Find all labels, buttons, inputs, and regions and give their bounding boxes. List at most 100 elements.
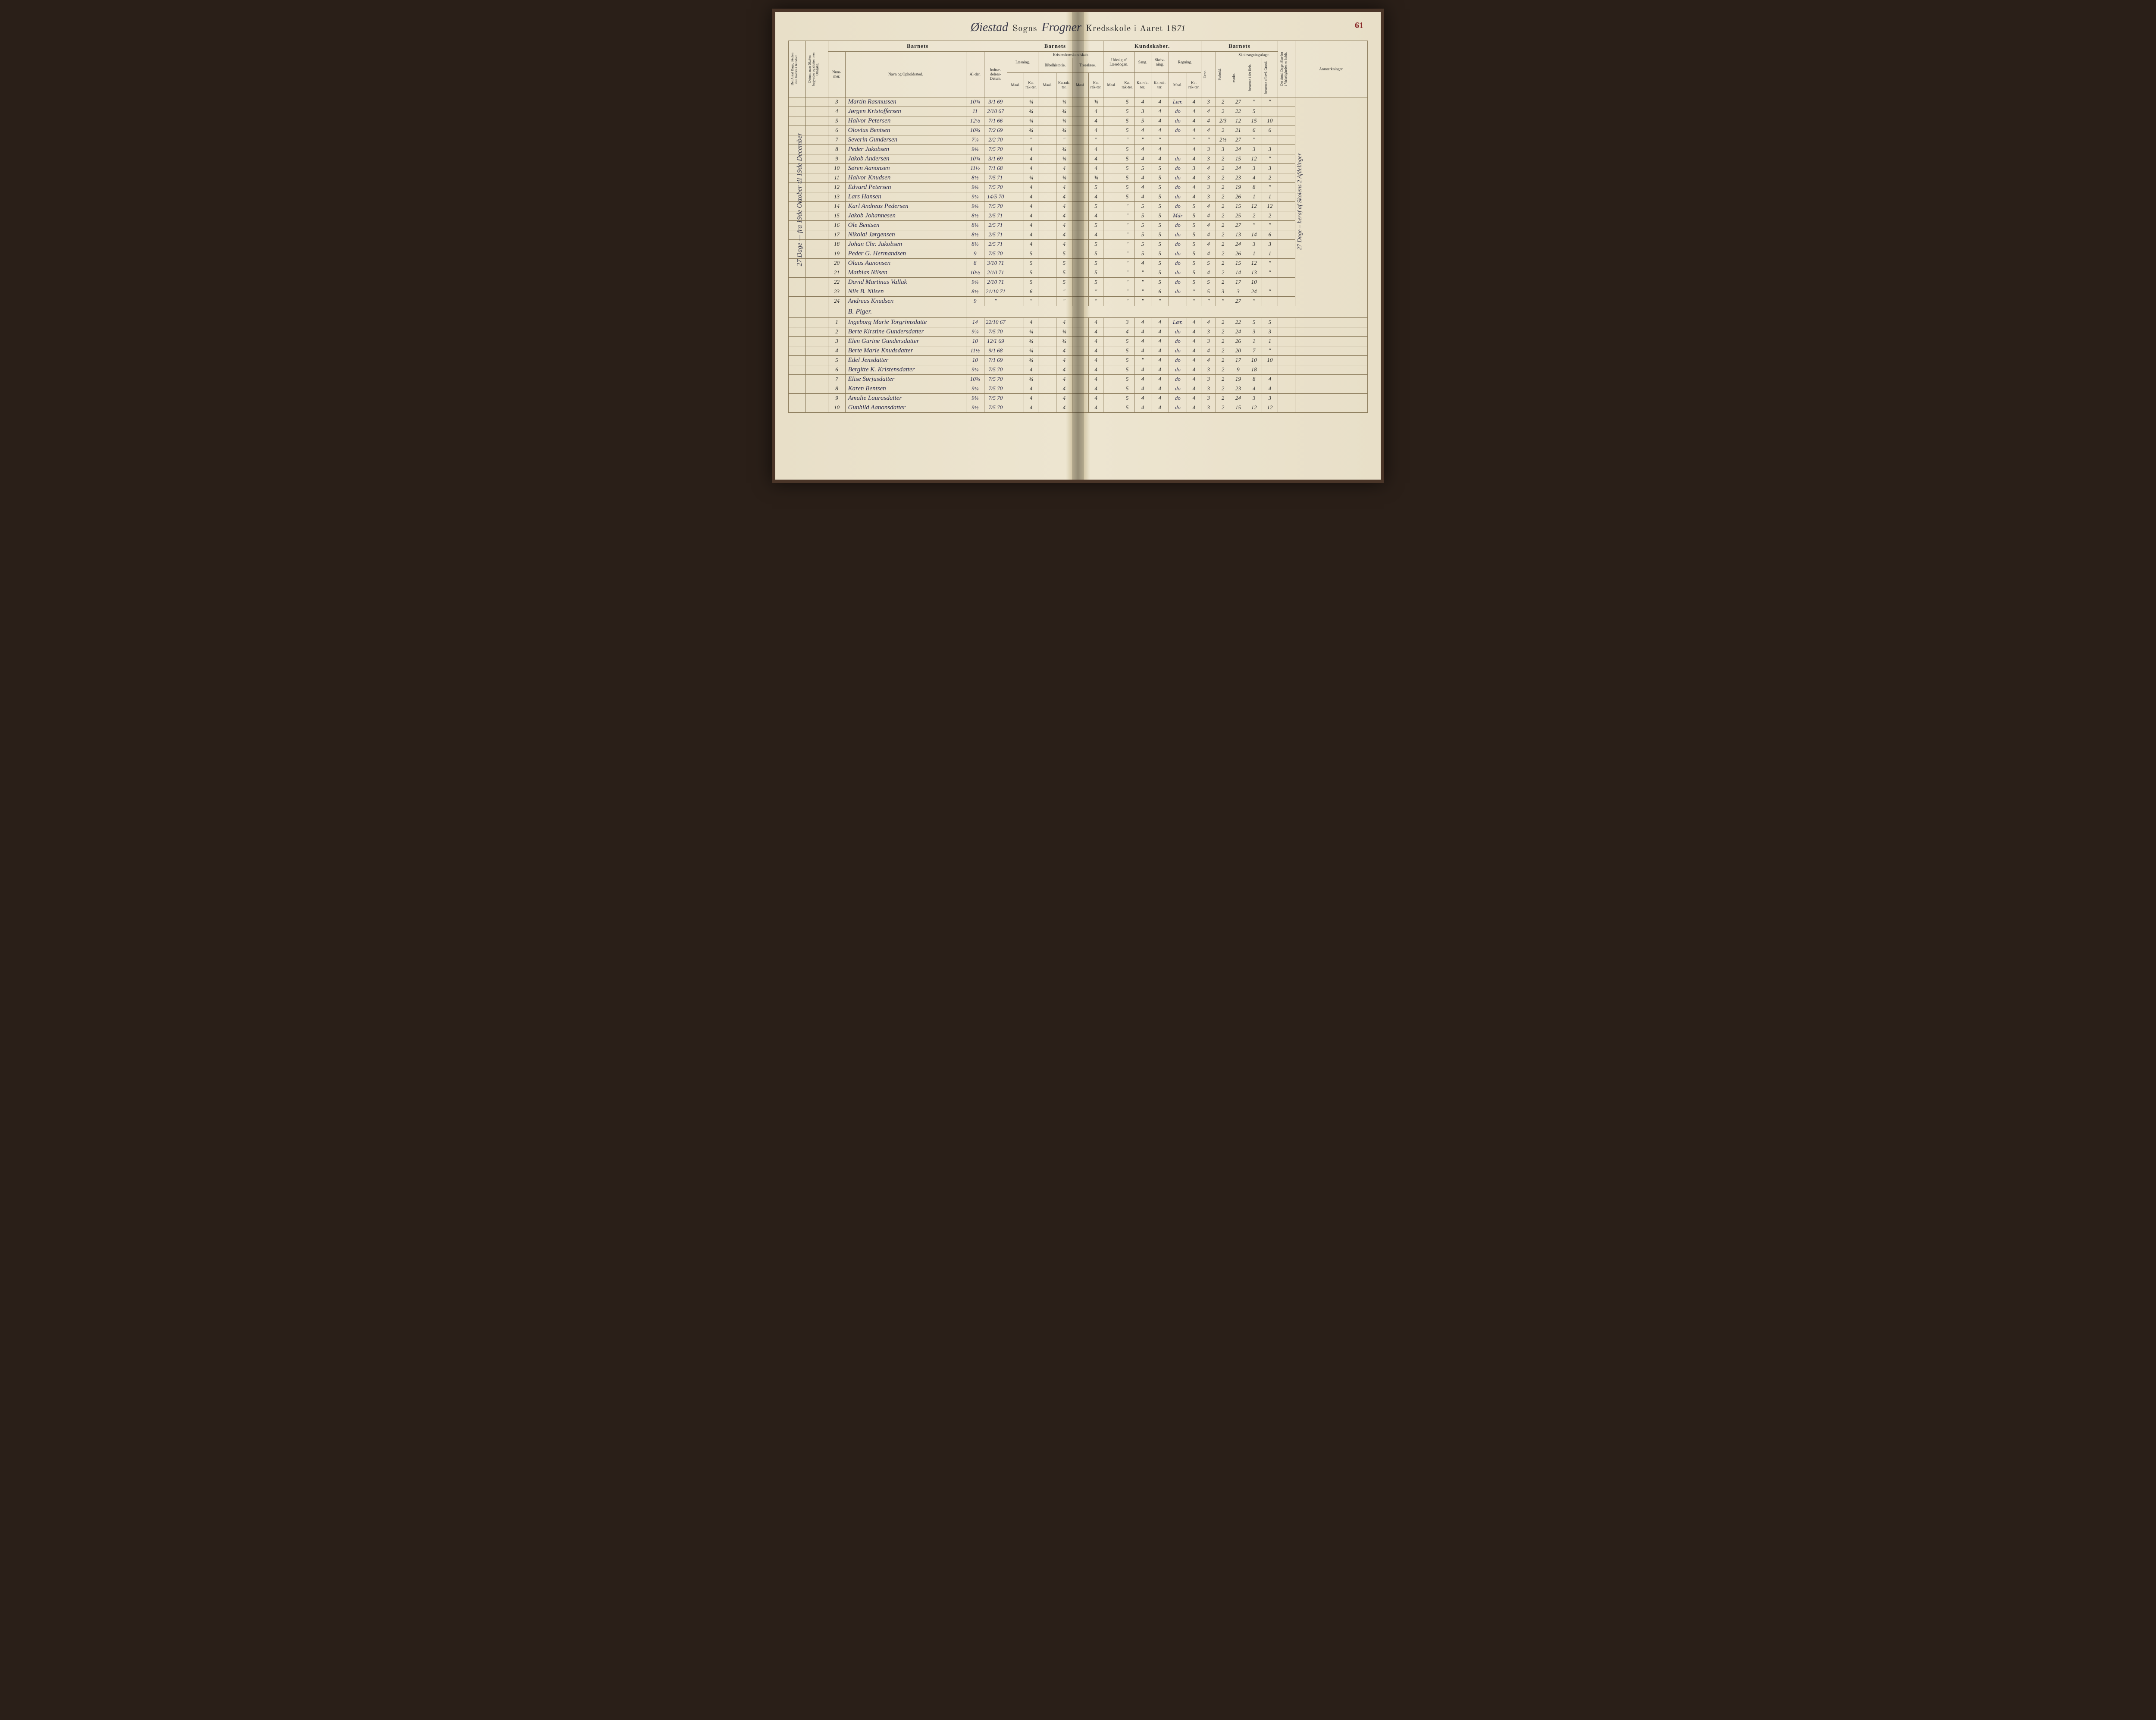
cell	[1103, 296, 1120, 306]
cell: 5	[1056, 277, 1072, 287]
cell: do	[1169, 220, 1187, 230]
title-middle: Frogner	[1042, 21, 1081, 34]
cell: do	[1169, 287, 1187, 296]
cell: 4	[1134, 173, 1151, 182]
cell: 8	[966, 258, 984, 268]
cell: 2/10 67	[984, 107, 1007, 116]
table-row: 3Martin Rasmussen10¾3/1 69¾¾¾544Lær.4322…	[789, 97, 1368, 107]
cell: 4	[1024, 220, 1038, 230]
cell: 7¾	[966, 135, 984, 144]
cell: 4	[1089, 327, 1103, 336]
cell: 4	[1134, 393, 1151, 403]
student-name: Karen Bentsen	[845, 384, 966, 393]
cell: 4	[1134, 258, 1151, 268]
table-row: 18Johan Chr. Jakobsen8½2/5 71445"55do542…	[789, 239, 1368, 249]
cell	[1007, 249, 1024, 258]
cell	[1262, 365, 1278, 374]
cell	[1007, 173, 1024, 182]
cell	[1072, 346, 1089, 355]
cell: 3	[1201, 393, 1216, 403]
cell: do	[1169, 239, 1187, 249]
cell	[1038, 258, 1056, 268]
cell	[1038, 287, 1056, 296]
cell	[1072, 249, 1089, 258]
cell: ¾	[1056, 154, 1072, 163]
cell: 5	[1151, 173, 1169, 182]
cell	[1278, 173, 1295, 182]
hdr-b-maal: Maal.	[1038, 72, 1056, 97]
student-name: Halvor Knudsen	[845, 173, 966, 182]
cell	[1278, 287, 1295, 296]
cell: Lær.	[1169, 97, 1187, 107]
student-name: Halvor Petersen	[845, 116, 966, 126]
cell: 3	[1201, 154, 1216, 163]
cell: 3	[1134, 107, 1151, 116]
cell: 17	[828, 230, 845, 239]
cell	[806, 173, 828, 182]
cell: 9	[828, 393, 845, 403]
student-name: Mathias Nilsen	[845, 268, 966, 277]
cell: "	[1056, 296, 1072, 306]
cell: "	[984, 296, 1007, 306]
cell: 4	[1056, 384, 1072, 393]
hdr-sk-kar: Ka-rak-ter.	[1151, 72, 1169, 97]
student-name: Søren Aanonsen	[845, 163, 966, 173]
cell	[1038, 211, 1056, 220]
title-sogns: Sogns	[1012, 25, 1037, 33]
cell: 10¾	[966, 97, 984, 107]
cell: Mdr	[1169, 211, 1187, 220]
cell	[1103, 287, 1120, 296]
cell: 4	[1089, 365, 1103, 374]
cell	[1103, 403, 1120, 412]
cell: 4	[1089, 230, 1103, 239]
cell: 4	[1089, 336, 1103, 346]
student-name: Martin Rasmussen	[845, 97, 966, 107]
cell: 4	[1089, 107, 1103, 116]
cell: "	[1134, 355, 1151, 365]
cell: 1	[1262, 336, 1278, 346]
cell: 7/5 70	[984, 403, 1007, 412]
cell: "	[1262, 154, 1278, 163]
cell: 4	[1056, 182, 1072, 192]
cell	[789, 384, 806, 393]
cell: 4	[1262, 384, 1278, 393]
cell: "	[1262, 258, 1278, 268]
cell	[806, 336, 828, 346]
cell: 4	[1134, 346, 1151, 355]
cell	[789, 355, 806, 365]
table-row: 12Edvard Petersen9¾7/5 70445545do432198"	[789, 182, 1368, 192]
cell	[1103, 393, 1120, 403]
cell	[1007, 296, 1024, 306]
cell: 14	[828, 201, 845, 211]
cell: 1	[1246, 249, 1262, 258]
cell: 1	[1246, 192, 1262, 201]
cell: 4	[1089, 346, 1103, 355]
cell: do	[1169, 365, 1187, 374]
cell: 3	[828, 336, 845, 346]
cell: ¾	[1056, 336, 1072, 346]
cell: do	[1169, 268, 1187, 277]
cell	[1278, 144, 1295, 154]
cell: 7	[1246, 346, 1262, 355]
cell	[789, 97, 806, 107]
student-name: Edel Jensdatter	[845, 355, 966, 365]
cell: 4	[1201, 211, 1216, 220]
cell: 2	[1216, 211, 1230, 220]
hdr-troes: Troeslære.	[1072, 58, 1103, 73]
cell	[806, 384, 828, 393]
cell	[1103, 327, 1120, 336]
cell: 2	[1216, 346, 1230, 355]
hdr-sang: Sang.	[1134, 52, 1151, 73]
cell: 4	[1134, 97, 1151, 107]
cell	[806, 211, 828, 220]
cell: "	[1120, 258, 1134, 268]
hdr-r-maal: Maal.	[1169, 72, 1187, 97]
cell: 10	[1262, 355, 1278, 365]
cell: ¾	[1024, 355, 1038, 365]
cell: "	[1056, 287, 1072, 296]
cell: 5	[1151, 201, 1169, 211]
cell: 3	[1120, 317, 1134, 327]
hdr-barnets3: Barnets	[1201, 41, 1278, 52]
cell: 21	[828, 268, 845, 277]
cell: 3/10 71	[984, 258, 1007, 268]
